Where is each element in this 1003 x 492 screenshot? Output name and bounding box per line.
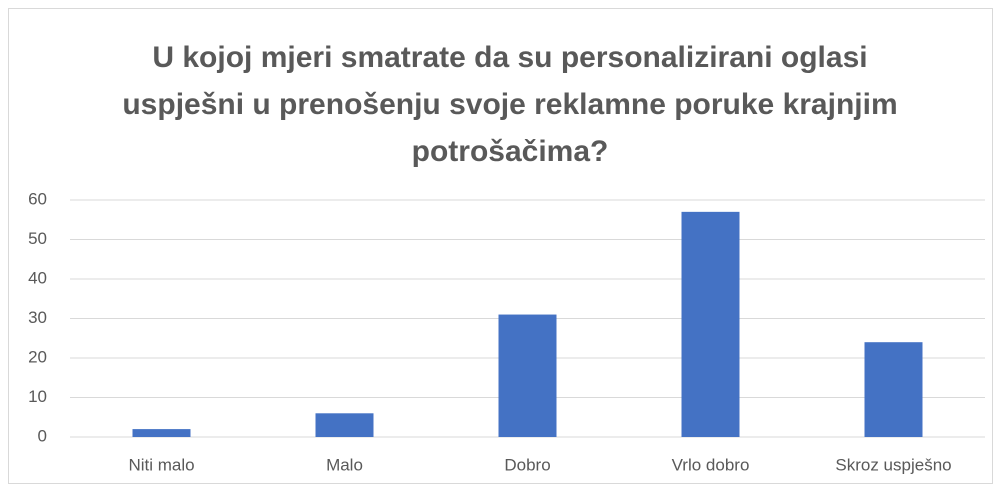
bar — [498, 314, 557, 437]
x-tick-label: Skroz uspješno — [835, 455, 951, 474]
y-tick-label: 50 — [28, 229, 47, 248]
bar — [864, 342, 923, 437]
x-tick-label: Vrlo dobro — [672, 455, 750, 474]
y-tick-label: 40 — [28, 268, 47, 287]
bar — [132, 429, 191, 437]
y-tick-label: 0 — [38, 426, 47, 445]
bar — [315, 413, 374, 437]
y-tick-label: 10 — [28, 387, 47, 406]
bar — [681, 211, 740, 437]
chart-title: U kojoj mjeri smatrate da su personalizi… — [122, 41, 898, 168]
x-tick-label: Dobro — [504, 455, 550, 474]
y-tick-label: 30 — [28, 308, 47, 327]
x-tick-label: Niti malo — [128, 455, 194, 474]
x-tick-label: Malo — [326, 455, 363, 474]
chart-border — [8, 8, 993, 484]
y-tick-label: 20 — [28, 347, 47, 366]
y-tick-label: 60 — [28, 189, 47, 208]
